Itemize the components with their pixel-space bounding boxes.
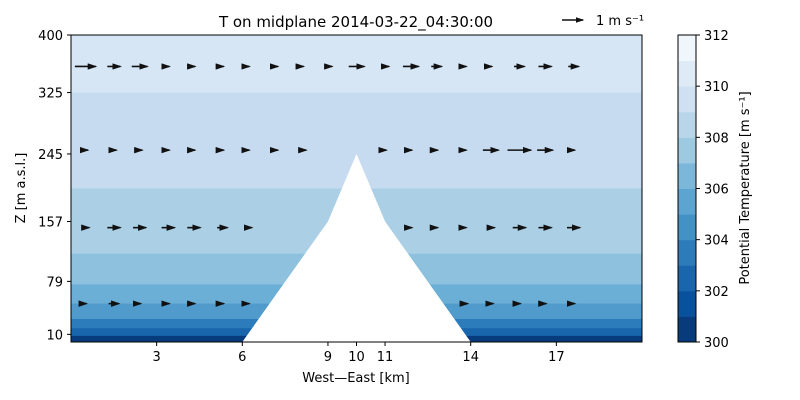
y-tick-label: 245 (38, 148, 63, 163)
colorbar-swatches (678, 35, 696, 343)
colorbar-tick-label: 310 (704, 80, 729, 95)
x-tick-label: 17 (548, 350, 565, 365)
colorbar-tick-label: 308 (704, 131, 729, 146)
y-axis-ticks: 10 79 157 245 325 400 (38, 29, 71, 343)
colorbar-swatch (678, 316, 696, 343)
colorbar-tick-label: 306 (704, 183, 729, 198)
terrain-mountain (242, 153, 471, 342)
quiver-arrows (74, 63, 582, 307)
colorbar-swatch (678, 137, 696, 164)
y-tick-label: 400 (38, 29, 63, 44)
colorbar-swatch (678, 239, 696, 266)
colorbar-ticks: 300 302 304 306 308 310 312 (696, 29, 729, 351)
colorbar-swatch (678, 290, 696, 317)
y-tick-label: 157 (38, 216, 63, 231)
colorbar-label: Potential Temperature [m s⁻¹] (738, 91, 753, 284)
x-tick-label: 11 (377, 350, 394, 365)
x-tick-label: 3 (153, 350, 161, 365)
colorbar-swatch (678, 162, 696, 189)
colorbar-swatch (678, 111, 696, 138)
colorbar-tick-label: 300 (704, 336, 729, 351)
y-tick-label: 10 (46, 328, 63, 343)
y-tick-label: 325 (38, 87, 63, 102)
colorbar-swatch (678, 188, 696, 215)
quiver-key-label: 1 m s⁻¹ (596, 14, 644, 29)
x-tick-label: 9 (324, 350, 332, 365)
colorbar-tick-label: 302 (704, 285, 729, 300)
plot-area (71, 35, 642, 342)
colorbar-swatch (678, 35, 696, 62)
colorbar: 300 302 304 306 308 310 312 Potential Temperat… (677, 29, 753, 351)
colorbar-swatch (678, 86, 696, 113)
quiver-key: 1 m s⁻¹ (562, 14, 644, 29)
x-tick-label: 6 (238, 350, 246, 365)
colorbar-swatch (678, 265, 696, 292)
colorbar-swatch (678, 60, 696, 87)
colorbar-tick-label: 304 (704, 234, 729, 249)
y-tick-label: 79 (46, 275, 63, 290)
x-axis-label: West—East [km] (302, 371, 409, 386)
x-axis-ticks: 3 6 9 10 11 14 17 (153, 342, 565, 365)
x-tick-label: 10 (348, 350, 365, 365)
x-tick-label: 14 (462, 350, 479, 365)
chart-title: T on midplane 2014-03-22_04:30:00 (218, 13, 493, 32)
y-axis-label: Z [m a.s.l.] (14, 153, 29, 224)
colorbar-tick-label: 312 (704, 29, 729, 44)
colorbar-swatch (678, 214, 696, 241)
